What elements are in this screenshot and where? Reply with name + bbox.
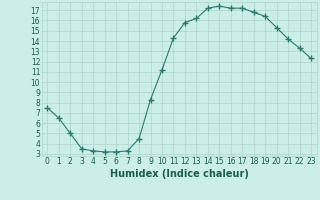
X-axis label: Humidex (Indice chaleur): Humidex (Indice chaleur) xyxy=(110,169,249,179)
